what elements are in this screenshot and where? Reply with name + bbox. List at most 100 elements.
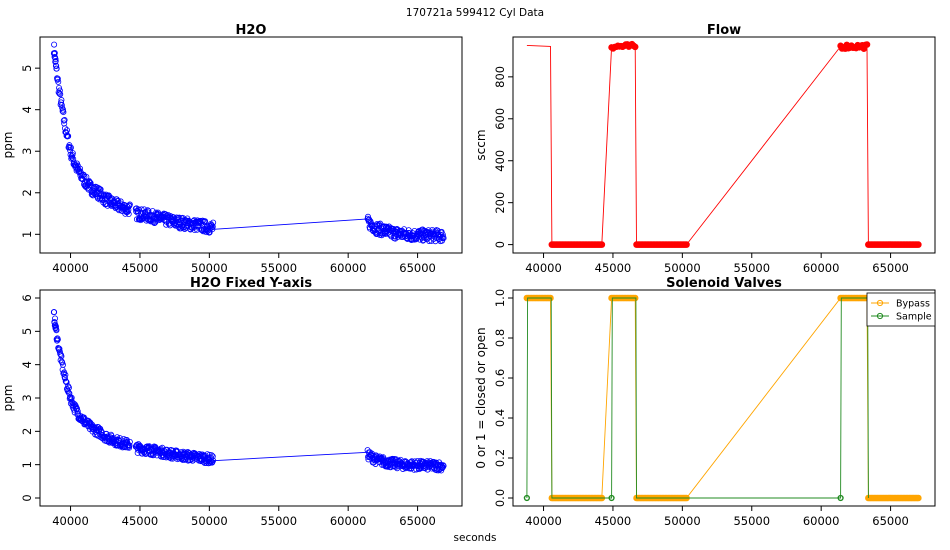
data-point xyxy=(81,173,88,180)
data-point xyxy=(389,457,396,464)
x-tick-label: 50000 xyxy=(664,514,701,528)
data-point xyxy=(62,371,69,378)
series-connector-line xyxy=(213,451,368,462)
y-tick-label: 0 xyxy=(493,241,507,248)
y-tick-label: 3 xyxy=(20,148,34,155)
data-point xyxy=(150,216,157,223)
series-connector-line xyxy=(213,218,368,230)
legend-swatch-marker xyxy=(876,312,884,320)
data-point xyxy=(51,41,58,48)
data-point xyxy=(52,315,59,322)
plot-title: H2O Fixed Y-axis xyxy=(190,276,312,291)
plot-panel-flow: Flow sccm 40000 45000 50000 55000 60000 65000 0 2… xyxy=(474,23,936,275)
data-point xyxy=(113,436,120,443)
data-point xyxy=(109,435,116,442)
shared-x-axis-label: seconds xyxy=(454,532,497,544)
data-point xyxy=(65,383,72,390)
y-tick-label: 1.0 xyxy=(493,289,507,307)
data-point xyxy=(53,65,60,72)
data-point xyxy=(204,451,211,458)
y-tick-label: 2 xyxy=(20,428,34,435)
plot-panel-h2o-fixed: H2O Fixed Y-axis ppm 40000 45000 50000 55000 6… xyxy=(1,276,463,528)
x-tick-label: 55000 xyxy=(733,514,770,528)
data-point xyxy=(53,327,60,334)
y-tick-label: 2 xyxy=(20,189,34,196)
y-tick-label: 200 xyxy=(493,192,507,214)
data-point xyxy=(54,75,61,82)
chart-legend: Bypass Sample xyxy=(866,292,936,327)
data-point xyxy=(208,452,215,459)
data-point xyxy=(608,494,615,502)
data-point xyxy=(408,458,415,465)
y-axis-label: 0 or 1 = closed or open xyxy=(474,327,488,468)
data-point xyxy=(191,227,198,234)
y-tick-label: 4 xyxy=(20,361,34,368)
x-tick-label: 40000 xyxy=(52,261,89,275)
x-tick-label: 65000 xyxy=(872,514,909,528)
data-point xyxy=(837,494,844,502)
y-tick-label: 0.4 xyxy=(493,409,507,427)
x-tick-label: 45000 xyxy=(122,514,159,528)
plot-title: Flow xyxy=(707,23,741,38)
y-tick-label: 600 xyxy=(493,108,507,130)
data-point xyxy=(170,447,177,454)
x-tick-label: 55000 xyxy=(733,261,770,275)
data-point xyxy=(58,102,65,109)
data-point xyxy=(125,206,132,213)
data-point xyxy=(69,154,76,161)
data-point xyxy=(52,323,59,330)
data-point xyxy=(65,384,72,391)
data-point xyxy=(67,144,74,151)
y-tick-label: 0.2 xyxy=(493,449,507,467)
x-tick-label: 45000 xyxy=(122,261,159,275)
data-point xyxy=(65,133,72,140)
plot-title: H2O xyxy=(236,23,267,38)
data-point xyxy=(56,87,63,94)
data-point xyxy=(439,231,446,238)
y-tick-label: 400 xyxy=(493,150,507,172)
data-point xyxy=(126,444,133,451)
x-tick-label: 55000 xyxy=(260,514,297,528)
x-tick-label: 40000 xyxy=(52,514,89,528)
series-line xyxy=(526,44,919,246)
y-tick-label: 1 xyxy=(20,461,34,468)
y-tick-label: 800 xyxy=(493,66,507,88)
data-point xyxy=(56,90,63,97)
x-tick-label: 45000 xyxy=(595,514,632,528)
data-point xyxy=(163,221,170,228)
data-point xyxy=(74,408,81,415)
data-point xyxy=(53,63,60,70)
data-point xyxy=(434,227,441,234)
data-point xyxy=(51,50,58,57)
data-point xyxy=(77,165,84,172)
data-point xyxy=(55,78,62,85)
data-point xyxy=(631,43,639,51)
data-point xyxy=(209,453,216,460)
x-tick-label: 65000 xyxy=(872,261,909,275)
plot-panel-h2o: H2O ppm 40000 45000 50000 55000 60000 65000 1 2 3 4… xyxy=(1,23,463,275)
y-tick-label: 0.6 xyxy=(493,369,507,387)
data-point xyxy=(60,109,67,116)
data-point xyxy=(126,442,133,449)
plot-panel-valves: Solenoid Valves 0 or 1 = closed or open 40… xyxy=(474,276,936,528)
data-point xyxy=(126,438,133,445)
x-tick-label: 65000 xyxy=(399,514,436,528)
series-line-sample xyxy=(526,297,869,499)
data-point xyxy=(98,427,105,434)
data-point xyxy=(52,55,59,62)
plot-title: Solenoid Valves xyxy=(666,276,782,291)
data-point xyxy=(176,214,183,221)
y-tick-label: 0 xyxy=(20,494,34,501)
data-point xyxy=(61,125,68,132)
data-point xyxy=(863,41,871,48)
y-tick-label: 4 xyxy=(20,106,34,113)
data-point xyxy=(149,208,156,215)
x-tick-label: 45000 xyxy=(595,261,632,275)
data-point xyxy=(57,91,64,98)
data-point xyxy=(55,89,62,96)
data-point xyxy=(84,185,91,192)
data-point xyxy=(523,494,530,502)
x-tick-label: 60000 xyxy=(803,261,840,275)
y-axis-label: ppm xyxy=(1,385,15,412)
